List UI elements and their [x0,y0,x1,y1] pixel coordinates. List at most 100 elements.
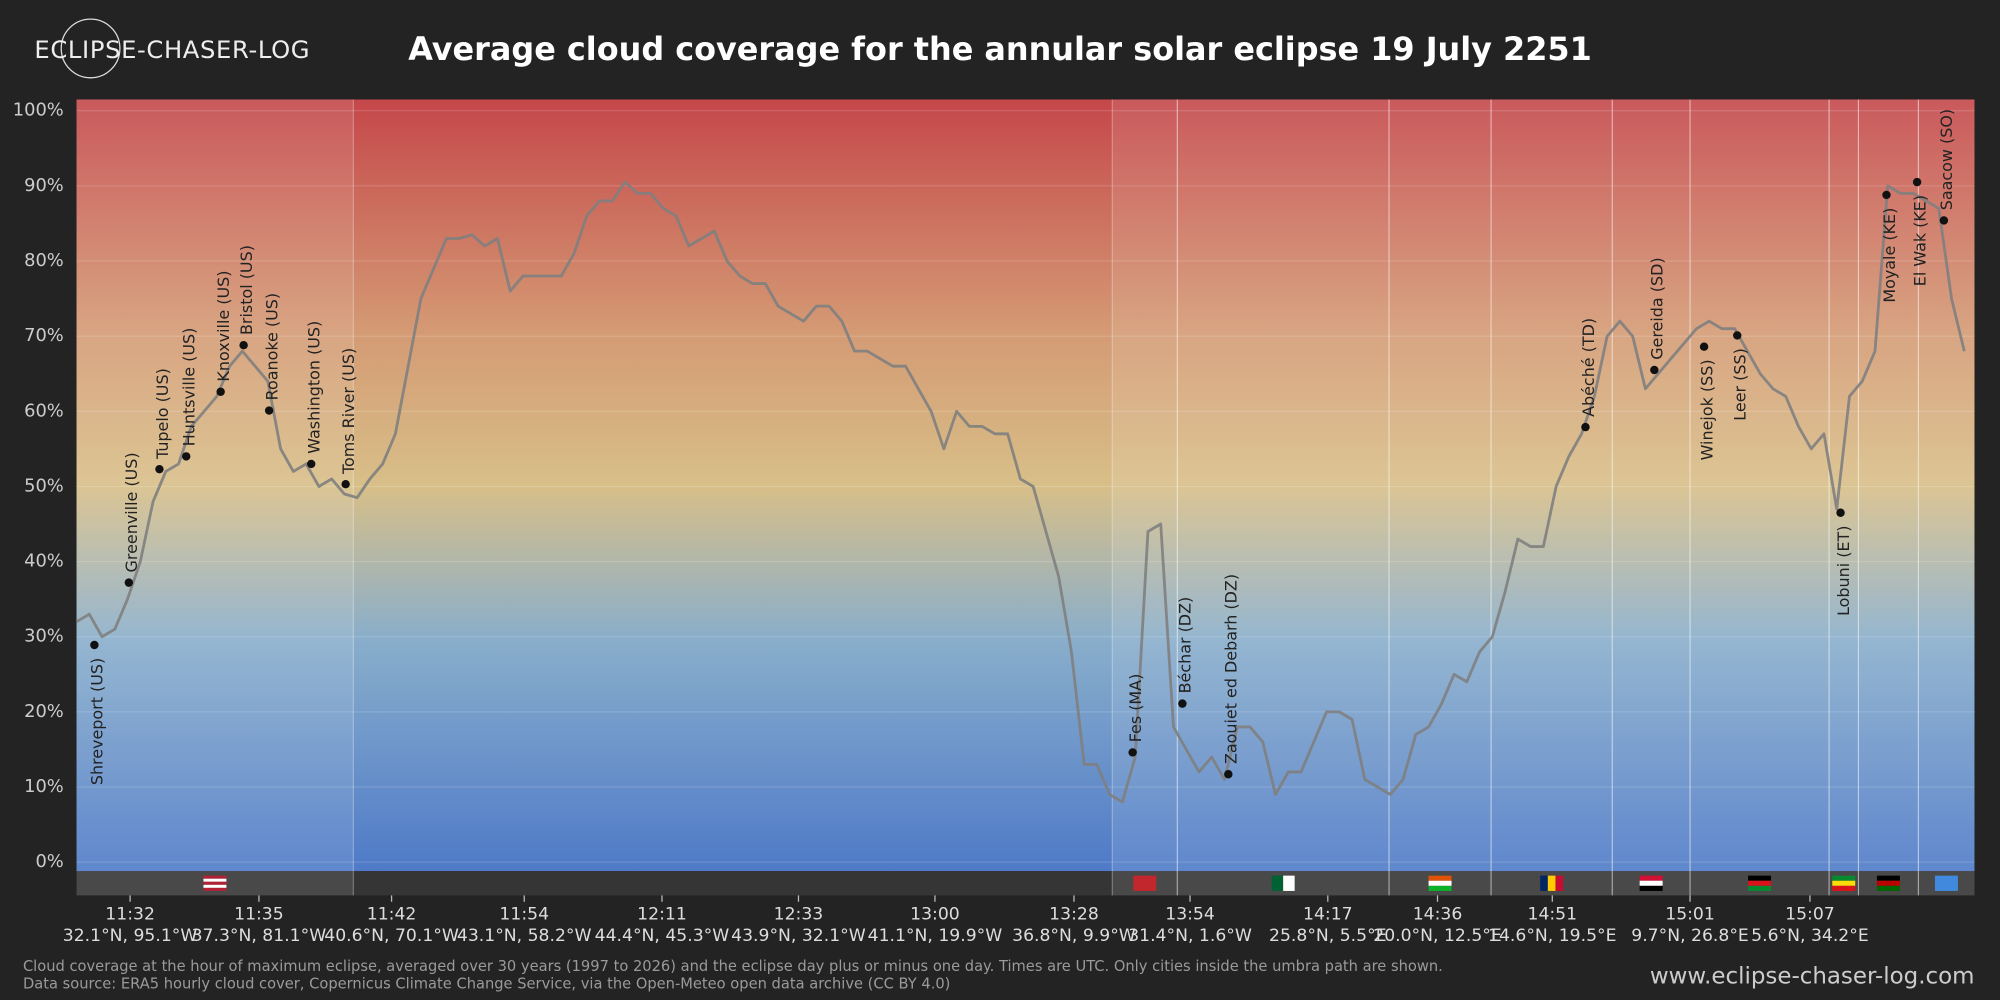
city-marker [341,479,350,489]
x-tick-label: 13:00 [910,905,960,925]
x-tick-label: 11:35 [234,905,284,925]
y-tick-label: 90% [24,175,64,196]
footnote: Cloud coverage at the hour of maximum ec… [23,958,1443,975]
regions [76,99,1975,896]
city-label: Moyale (KE) [1880,208,1899,303]
flag-stripe [1428,875,1452,881]
city-label: Roanoke (US) [262,293,281,400]
city-marker [216,387,225,396]
flag-stripe [203,887,227,891]
y-tick-label: 60% [24,400,64,421]
flag-stripe [1540,875,1548,891]
city-label: El Wak (KE) [1910,195,1929,286]
city-label: Bristol (US) [237,245,256,335]
y-tick-label: 0% [35,851,63,872]
land-overlay [1918,99,1975,896]
x-tick-coord: 36.8°N, 9.9°W [1012,926,1136,946]
x-tick-coord: 43.1°N, 58.2°W [457,926,592,946]
city-label: Greenville (US) [122,452,141,572]
flag-stripe [1639,875,1663,881]
footnote: Data source: ERA5 hourly cloud cover, Co… [23,976,950,993]
y-tick-label: 50% [24,475,64,496]
city-marker [1836,508,1845,517]
city-marker [1650,365,1659,375]
x-tick-label: 11:54 [499,905,549,925]
flag-stripe [203,881,227,885]
x-tick-coord: 40.6°N, 70.1°W [324,926,459,946]
cities: Shreveport (US) Greenville (US) Tupelo (US… [88,109,1956,785]
x-tick-label: 13:54 [1165,905,1215,925]
flag-stripe [1133,875,1157,891]
flag-stripe [1428,880,1452,886]
land-overlay [1112,99,1178,896]
city-marker [182,452,191,461]
flag-stripe [203,884,227,888]
city-marker [1882,190,1891,200]
city-label: Toms River (US) [339,348,358,475]
flag-stripe [1271,875,1284,891]
flag-stripe [203,875,227,879]
city-marker [1581,422,1590,432]
city-label: Knoxville (US) [214,271,233,382]
land-overlay [1612,99,1691,896]
flag-stripe [1283,875,1295,891]
y-tick-label: 80% [24,250,64,271]
flag-stripe [1748,880,1772,886]
x-tick-coord: 37.3°N, 81.1°W [192,926,327,946]
city-label: Saacow (SO) [1937,109,1956,210]
land-overlay [1690,99,1830,896]
land-overlay [76,99,354,896]
city-marker [90,640,99,650]
x-tick-coord: 5.6°N, 34.2°E [1751,926,1869,946]
x-tick-coord: 14.6°N, 19.5°E [1488,926,1617,946]
x-tick-coord: 9.7°N, 26.8°E [1631,926,1749,946]
x-tick-label: 15:07 [1785,905,1835,925]
city-marker [1224,770,1233,779]
x-tick-coord: 25.8°N, 5.5°E [1269,926,1387,946]
flag-stripe [1876,880,1900,886]
flag-stripe [1428,885,1452,891]
y-tick-label: 10% [24,776,64,797]
flag-stripe [1547,875,1556,891]
x-tick-label: 12:33 [774,905,824,925]
city-marker [307,459,316,469]
city-label: Shreveport (US) [88,658,107,785]
grid [76,110,1975,863]
city-label: Leer (SS) [1731,348,1750,420]
logo: ECLIPSE-CHASER-LOG [34,36,310,64]
city-marker [1733,331,1742,340]
city-label: Fes (MA) [1126,674,1145,743]
city-marker [1128,748,1137,757]
city-label: Gereida (SD) [1648,257,1667,359]
website: www.eclipse-chaser-log.com [1650,964,1975,990]
land-overlay [1858,99,1919,896]
x-tick-label: 11:42 [367,905,417,925]
x-tick-coord: 44.4°N, 45.3°W [595,926,730,946]
flag-stripe [1555,875,1564,891]
flag-stripe [203,878,227,882]
flag-stripe [1832,875,1856,881]
city-label: Tupelo (US) [153,368,172,460]
x-tick-label: 13:28 [1049,905,1099,925]
cloud-line [75,180,1966,804]
flag-stripe [1832,885,1856,891]
line-layer [75,180,1966,804]
plot-area [76,99,1975,872]
y-tick-label: 20% [24,701,64,722]
city-marker [1699,342,1709,351]
chart-title: Average cloud coverage for the annular s… [408,30,1592,68]
flag-stripe [1876,875,1900,881]
city-label: Winejok (SS) [1697,359,1716,460]
city-label: Zaouiet ed Debarh (DZ) [1222,574,1241,764]
city-marker [1939,216,1949,225]
flag-stripe [1639,880,1663,886]
city-marker [155,464,164,474]
logo-circle [60,18,121,79]
land-overlay [1177,99,1390,896]
x-tick-label: 14:51 [1528,905,1578,925]
city-label: Huntsville (US) [180,328,199,447]
x-tick-coord: 41.1°N, 19.9°W [868,926,1003,946]
x-tick-coord: 32.1°N, 95.1°W [63,926,198,946]
